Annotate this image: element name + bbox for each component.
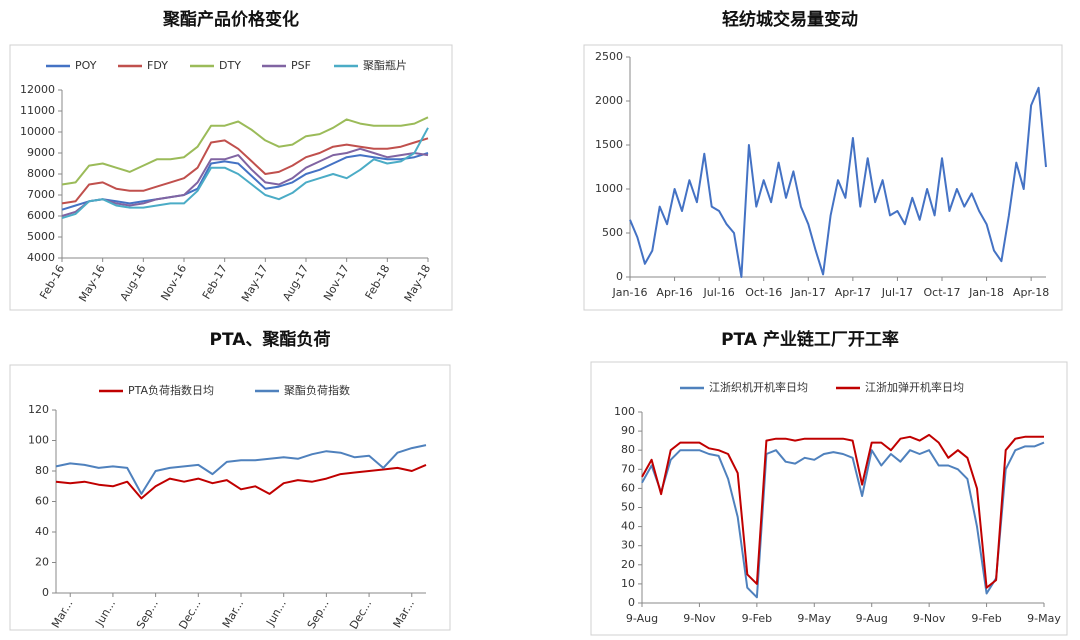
x-tick-label: 9-Nov [683, 612, 716, 625]
panel [583, 44, 1063, 311]
legend-label: 江浙织机开机率日均 [709, 380, 808, 394]
y-tick-label: 8000 [27, 167, 55, 180]
legend-label: FDY [147, 59, 168, 72]
y-tick-label: 90 [621, 424, 635, 437]
chart-title: 聚酯产品价格变化 [162, 9, 299, 30]
data-line [61, 127, 429, 220]
y-tick-label: 1500 [595, 138, 623, 151]
data-line [641, 441, 1045, 599]
y-tick-label: 12000 [20, 83, 55, 96]
y-tick-label: 10000 [20, 125, 55, 138]
legend-label: PSF [291, 59, 311, 72]
x-tick-label: 9-May [797, 612, 831, 625]
y-tick-label: 70 [621, 462, 635, 475]
y-tick-label: 2500 [595, 50, 623, 63]
legend-label: DTY [219, 59, 241, 72]
y-tick-label: 9000 [27, 146, 55, 159]
x-tick-label: 9-Feb [971, 612, 1001, 625]
y-tick-label: 40 [35, 525, 49, 538]
y-tick-label: 4000 [27, 251, 55, 264]
x-tick-label: 9-May [1027, 612, 1061, 625]
y-tick-label: 40 [621, 520, 635, 533]
x-tick-label: Jul-16 [703, 286, 735, 299]
legend-label: POY [75, 59, 97, 72]
data-line [61, 137, 429, 205]
y-tick-label: 2000 [595, 94, 623, 107]
data-line [61, 147, 429, 217]
y-tick-label: 500 [602, 226, 623, 239]
y-tick-label: 80 [621, 443, 635, 456]
data-line [61, 152, 429, 211]
x-tick-label: Jul-17 [881, 286, 913, 299]
x-tick-label: Oct-16 [745, 286, 782, 299]
x-tick-label: 9-Aug [856, 612, 888, 625]
y-tick-label: 50 [621, 501, 635, 514]
y-tick-label: 20 [35, 556, 49, 569]
y-tick-label: 20 [621, 558, 635, 571]
data-line [55, 463, 427, 500]
y-tick-label: 60 [35, 495, 49, 508]
x-tick-label: 9-Aug [626, 612, 658, 625]
x-tick-label: 9-Nov [913, 612, 946, 625]
y-tick-label: 120 [28, 403, 49, 416]
y-tick-label: 7000 [27, 188, 55, 201]
data-line [61, 116, 429, 186]
x-tick-label: Jan-16 [612, 286, 648, 299]
chart-title: PTA 产业链工厂开工率 [721, 329, 899, 350]
y-tick-label: 100 [614, 405, 635, 418]
y-tick-label: 0 [628, 596, 635, 609]
legend-label: 聚酯负荷指数 [284, 383, 350, 397]
y-tick-label: 80 [35, 464, 49, 477]
x-tick-label: Jan-17 [790, 286, 826, 299]
y-tick-label: 0 [616, 270, 623, 283]
chart-title: PTA、聚酯负荷 [210, 329, 331, 350]
chart-title: 轻纺城交易量变动 [722, 9, 858, 30]
y-tick-label: 1000 [595, 182, 623, 195]
panel [590, 361, 1068, 636]
legend-label: 江浙加弹开机率日均 [865, 380, 964, 394]
y-tick-label: 30 [621, 539, 635, 552]
panel [9, 364, 451, 631]
data-line [629, 86, 1047, 278]
x-tick-label: Oct-17 [924, 286, 961, 299]
y-tick-label: 5000 [27, 230, 55, 243]
y-tick-label: 100 [28, 434, 49, 447]
y-tick-label: 0 [42, 586, 49, 599]
y-tick-label: 10 [621, 577, 635, 590]
x-tick-label: 9-Feb [742, 612, 772, 625]
data-line [641, 433, 1044, 589]
y-tick-label: 60 [621, 481, 635, 494]
legend-label: 聚酯瓶片 [363, 58, 407, 72]
x-tick-label: Apr-16 [656, 286, 692, 299]
y-tick-label: 6000 [27, 209, 55, 222]
x-tick-label: Apr-17 [835, 286, 871, 299]
legend-label: PTA负荷指数日均 [128, 383, 214, 397]
x-tick-label: Jan-18 [968, 286, 1004, 299]
data-line [55, 444, 427, 495]
x-tick-label: Apr-18 [1013, 286, 1049, 299]
panel [9, 44, 453, 311]
y-tick-label: 11000 [20, 104, 55, 117]
